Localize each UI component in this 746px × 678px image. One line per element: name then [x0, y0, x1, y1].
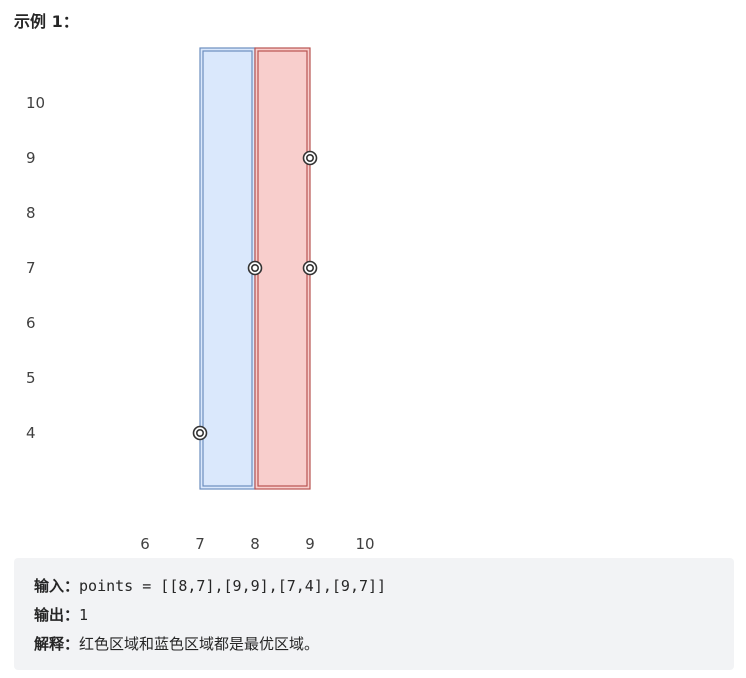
x-tick-label: 10 — [355, 535, 374, 553]
points-layer — [192, 150, 318, 441]
output-value: 1 — [79, 606, 89, 624]
region-outer-border — [199, 47, 256, 490]
y-tick-label: 6 — [26, 314, 36, 332]
input-line: 输入：points = [[8,7],[9,9],[7,4],[9,7]] — [34, 572, 734, 601]
y-axis-ticks: 4 5 6 7 8 9 10 — [26, 94, 45, 442]
y-tick-label: 5 — [26, 369, 36, 387]
y-tick-label: 9 — [26, 149, 36, 167]
point — [302, 150, 318, 166]
x-tick-label: 6 — [140, 535, 150, 553]
input-value: points = [[8,7],[9,9],[7,4],[9,7]] — [79, 577, 387, 595]
x-tick-label: 9 — [305, 535, 315, 553]
x-axis-ticks: 6 7 8 9 10 — [140, 535, 374, 553]
example-io-block: 输入：points = [[8,7],[9,9],[7,4],[9,7]] 输出… — [14, 558, 734, 670]
explanation-value: 红色区域和蓝色区域都是最优区域。 — [79, 635, 320, 653]
y-tick-label: 4 — [26, 424, 36, 442]
y-tick-label: 8 — [26, 204, 36, 222]
input-label: 输入： — [34, 577, 80, 595]
x-tick-label: 7 — [195, 535, 205, 553]
explanation-label: 解释： — [34, 635, 80, 653]
y-tick-label: 10 — [26, 94, 45, 112]
point — [247, 260, 263, 276]
output-label: 输出： — [34, 606, 80, 624]
explanation-line: 解释：红色区域和蓝色区域都是最优区域。 — [34, 630, 734, 659]
y-tick-label: 7 — [26, 259, 36, 277]
example-figure: 4 5 6 7 8 9 10 6 7 8 9 10 — [26, 47, 375, 553]
point — [302, 260, 318, 276]
output-line: 输出：1 — [34, 601, 734, 630]
region-outer-border — [254, 47, 311, 490]
region-blue — [199, 47, 256, 490]
point — [192, 425, 208, 441]
x-tick-label: 8 — [250, 535, 260, 553]
example-title: 示例 1： — [14, 12, 79, 31]
region-red — [254, 47, 311, 490]
